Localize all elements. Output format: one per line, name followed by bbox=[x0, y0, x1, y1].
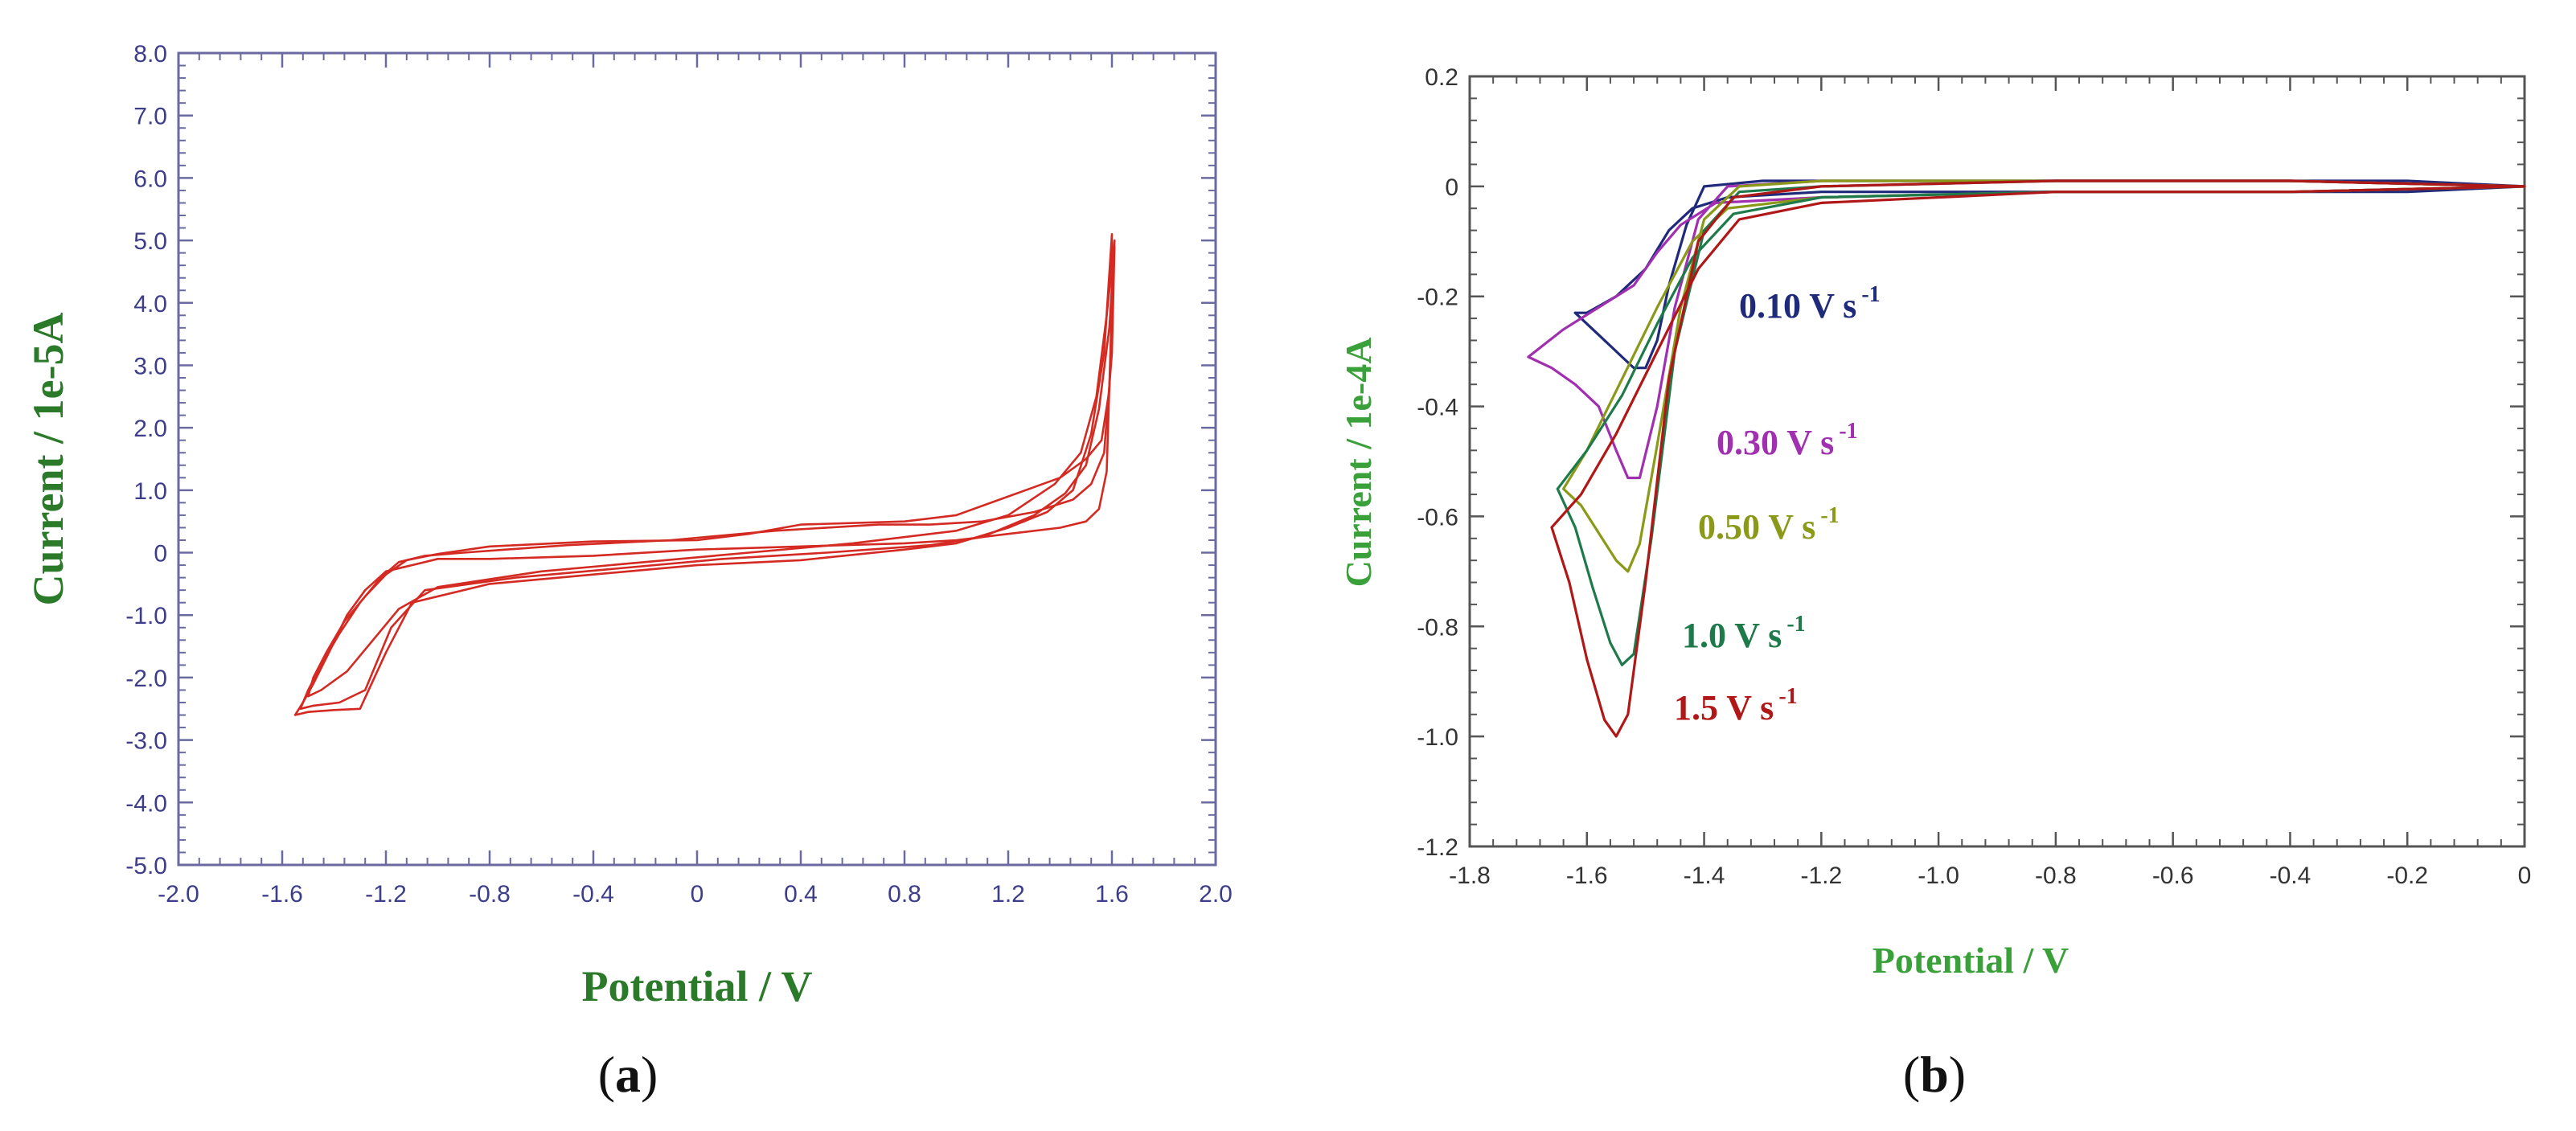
y-tick-label: 0.2 bbox=[1425, 64, 1458, 91]
x-tick-label: 0 bbox=[2518, 863, 2532, 889]
x-tick-label: -1.6 bbox=[1566, 863, 1608, 889]
x-tick-label: -2.0 bbox=[158, 881, 199, 908]
x-tick-label: 1.6 bbox=[1095, 881, 1129, 908]
panel-b-caption-letter: b bbox=[1920, 1046, 1949, 1103]
x-tick-label: -1.6 bbox=[261, 881, 303, 908]
x-tick-label: -1.8 bbox=[1449, 863, 1491, 889]
y-tick-label: -1.0 bbox=[1417, 724, 1458, 751]
x-tick-label: -0.4 bbox=[2270, 863, 2311, 889]
panel-a-y-axis-title: Current / 1e-5A bbox=[24, 313, 72, 606]
y-tick-label: 7.0 bbox=[133, 104, 167, 130]
panel-a-x-axis-title: Potential / V bbox=[582, 962, 813, 1010]
x-tick-label: -1.2 bbox=[1800, 863, 1842, 889]
series-label-text: 0.30 V s bbox=[1717, 423, 1834, 462]
panel-b-x-tick-labels: -1.8 -1.6 -1.4 -1.2 -1.0 -0.8 -0.6 -0.4 -0.2 0 bbox=[1449, 863, 2531, 889]
series-label-text: 0.50 V s bbox=[1698, 507, 1815, 547]
y-tick-label: 8.0 bbox=[133, 41, 167, 68]
x-tick-label: 0.8 bbox=[888, 881, 921, 908]
series-line-5 bbox=[1550, 179, 2526, 738]
series-label-4: 1.0 V s -1 bbox=[1682, 612, 1806, 655]
y-tick-label: -5.0 bbox=[125, 853, 167, 879]
panel-b-series-labels: 0.10 V s -10.30 V s -10.50 V s -11.0 V s -11… bbox=[1674, 282, 1881, 727]
x-tick-label: -0.6 bbox=[2152, 863, 2194, 889]
series-label-5: 1.5 V s -1 bbox=[1674, 684, 1798, 727]
panel-a-y-tick-labels: -5.0 -4.0 -3.0 -2.0 -1.0 0 1.0 2.0 3.0 4.0 5.0 6.0 7… bbox=[125, 41, 167, 879]
panel-a-ticks bbox=[177, 51, 1217, 867]
series-label-superscript: -1 bbox=[1839, 419, 1857, 444]
panel-a-frame bbox=[177, 51, 1217, 867]
y-tick-label: -0.4 bbox=[1417, 395, 1458, 421]
y-tick-label: -0.6 bbox=[1417, 504, 1458, 531]
series-line-3 bbox=[306, 239, 1116, 698]
y-tick-label: -0.8 bbox=[1417, 614, 1458, 641]
panel-b-y-tick-labels: -1.2 -1.0 -0.8 -0.6 -0.4 -0.2 0 0.2 bbox=[1417, 64, 1458, 861]
x-tick-label: -1.4 bbox=[1684, 863, 1725, 889]
panel-b-frame bbox=[1468, 75, 2526, 848]
series-label-superscript: -1 bbox=[1786, 612, 1805, 637]
x-tick-label: -0.8 bbox=[469, 881, 511, 908]
series-label-1: 0.10 V s -1 bbox=[1739, 282, 1881, 326]
series-label-3: 0.50 V s -1 bbox=[1698, 503, 1840, 547]
panel-b-series bbox=[1527, 179, 2526, 738]
x-tick-label: -1.2 bbox=[365, 881, 407, 908]
y-tick-label: 0 bbox=[1445, 174, 1458, 201]
y-tick-label: 4.0 bbox=[133, 291, 167, 318]
series-label-superscript: -1 bbox=[1861, 282, 1880, 307]
y-tick-label: 0 bbox=[154, 541, 167, 568]
x-tick-label: 0 bbox=[691, 881, 704, 908]
series-label-2: 0.30 V s -1 bbox=[1717, 419, 1858, 462]
x-tick-label: 1.2 bbox=[991, 881, 1025, 908]
series-label-text: 1.0 V s bbox=[1682, 616, 1782, 655]
y-tick-label: 2.0 bbox=[133, 416, 167, 442]
panel-b-chart: -1.8 -1.6 -1.4 -1.2 -1.0 -0.8 -0.6 -0.4 -0.2 0 -1… bbox=[1338, 64, 2531, 1103]
y-tick-label: 3.0 bbox=[133, 353, 167, 379]
x-tick-label: 0.4 bbox=[784, 881, 818, 908]
y-tick-label: -3.0 bbox=[125, 728, 167, 755]
panel-a-caption: (a) bbox=[598, 1046, 658, 1103]
y-tick-label: -0.2 bbox=[1417, 285, 1458, 311]
x-tick-label: -0.2 bbox=[2386, 863, 2428, 889]
x-tick-label: -0.4 bbox=[572, 881, 614, 908]
y-tick-label: 5.0 bbox=[133, 228, 167, 255]
series-label-text: 1.5 V s bbox=[1674, 688, 1774, 727]
panel-b-y-axis-title: Current / 1e-4A bbox=[1338, 338, 1379, 588]
y-tick-label: -2.0 bbox=[125, 666, 167, 692]
panel-a-caption-letter: a bbox=[615, 1046, 641, 1103]
y-tick-label: -1.2 bbox=[1417, 834, 1458, 861]
panel-a-series bbox=[293, 232, 1116, 716]
x-tick-label: -0.8 bbox=[2035, 863, 2077, 889]
x-tick-label: -1.0 bbox=[1918, 863, 1959, 889]
y-tick-label: -1.0 bbox=[125, 603, 167, 629]
panel-b-caption: (b) bbox=[1903, 1046, 1966, 1103]
y-tick-label: 1.0 bbox=[133, 478, 167, 505]
panel-a-x-tick-labels: -2.0 -1.6 -1.2 -0.8 -0.4 0 0.4 0.8 1.2 1.6 2.0 bbox=[158, 881, 1233, 908]
y-tick-label: 6.0 bbox=[133, 166, 167, 192]
panel-a-chart: -2.0 -1.6 -1.2 -0.8 -0.4 0 0.4 0.8 1.2 1.6 2.0 -5.… bbox=[24, 41, 1233, 1103]
panel-b-x-axis-title: Potential / V bbox=[1873, 940, 2069, 981]
x-tick-label: 2.0 bbox=[1199, 881, 1233, 908]
series-label-superscript: -1 bbox=[1820, 503, 1839, 528]
series-label-superscript: -1 bbox=[1778, 684, 1797, 709]
y-tick-label: -4.0 bbox=[125, 790, 167, 817]
series-line-1 bbox=[1573, 179, 2526, 370]
series-label-text: 0.10 V s bbox=[1739, 286, 1856, 326]
